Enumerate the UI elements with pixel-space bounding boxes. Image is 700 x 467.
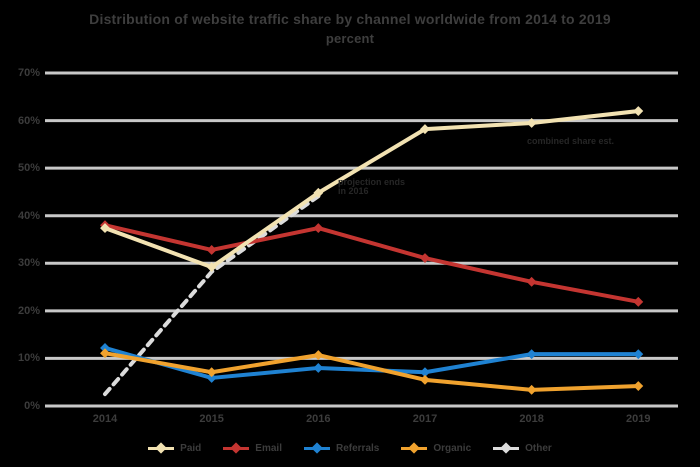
series-line-other [103, 194, 321, 397]
legend-line-marker-icon [401, 442, 428, 454]
diamond-marker-icon [155, 442, 167, 454]
series-line-organic [103, 351, 641, 392]
data-point-marker [526, 384, 537, 395]
data-point-marker [313, 187, 324, 198]
data-point-marker [206, 367, 217, 378]
legend-label: Referrals [335, 443, 380, 454]
x-axis-label: 2019 [626, 413, 651, 425]
legend-label: Organic [433, 443, 472, 454]
diamond-marker-icon [408, 442, 421, 454]
legend-line-marker-icon [223, 442, 250, 454]
diamond-marker-icon [500, 442, 512, 454]
chart-subtitle: percent [325, 31, 375, 46]
data-point-marker [313, 362, 324, 373]
legend-label: Email [255, 443, 282, 454]
x-axis-label: 2018 [519, 413, 544, 425]
y-axis-label: 50% [17, 162, 40, 175]
data-point-marker [420, 367, 430, 378]
data-point-marker [206, 372, 217, 383]
x-axis-label: 2016 [306, 413, 331, 425]
legend-label: Paid [180, 443, 202, 454]
data-point-marker [420, 374, 430, 385]
x-axis-label: 2017 [412, 413, 438, 425]
data-point-marker [420, 253, 430, 264]
chart-title: Distribution of website traffic share by… [89, 11, 611, 27]
data-point-marker [100, 223, 110, 234]
diamond-marker-icon [230, 442, 242, 454]
data-point-marker [526, 118, 537, 128]
data-point-marker [206, 262, 217, 273]
x-axis-label: 2014 [92, 413, 118, 425]
y-axis-label: 20% [17, 304, 40, 317]
legend-item-other: Other [493, 442, 552, 454]
legend-line-marker-icon [303, 442, 330, 454]
legend-line-marker-icon [148, 442, 175, 454]
data-point-marker [633, 349, 644, 360]
data-point-marker [633, 106, 644, 117]
legend-line-marker-icon [493, 442, 520, 454]
annotation-text: combined share est. [527, 136, 615, 146]
y-axis-label: 60% [17, 114, 40, 127]
data-point-marker [313, 223, 324, 234]
data-point-marker [526, 349, 537, 360]
legend-item-referrals: Referrals [303, 442, 380, 454]
y-axis-label: 40% [17, 209, 40, 222]
data-point-marker [526, 276, 537, 287]
legend-label: Other [525, 443, 552, 454]
y-axis-label: 10% [17, 352, 40, 365]
y-axis-label: 0% [24, 400, 40, 412]
x-axis-label: 2015 [199, 413, 224, 425]
annotation-text: projection ends in 2016 [338, 177, 406, 196]
data-point-marker [206, 245, 217, 255]
data-point-marker [313, 350, 324, 361]
data-point-marker [633, 296, 644, 307]
series-line-referrals [103, 345, 641, 380]
legend-item-email: Email [223, 442, 282, 454]
legend: Paid Email Referrals Organic Other [0, 442, 700, 454]
diamond-marker-icon [311, 442, 323, 454]
series-line-paid [103, 109, 641, 270]
y-axis-label: 30% [17, 257, 40, 270]
legend-item-paid: Paid [148, 442, 202, 454]
y-axis-label: 70% [17, 67, 40, 79]
data-point-marker [633, 381, 644, 391]
data-point-marker [420, 124, 430, 135]
series-line-email [103, 223, 641, 304]
legend-item-organic: Organic [401, 442, 472, 454]
